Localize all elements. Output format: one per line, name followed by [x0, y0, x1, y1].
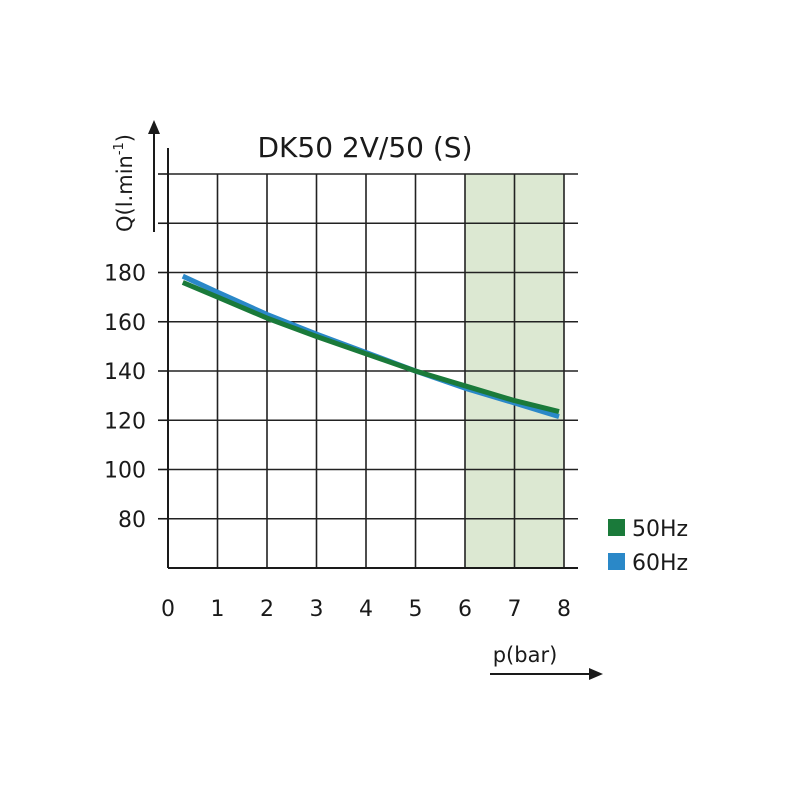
y-tick-label-120: 120	[104, 409, 146, 434]
x-tick-label-1: 1	[211, 597, 225, 622]
x-tick-label-7: 7	[508, 597, 522, 622]
legend-swatch-50hz	[608, 519, 625, 536]
y-tick-label-80: 80	[118, 508, 146, 533]
x-axis-label: p(bar)	[493, 643, 558, 667]
series-line-50hz	[181, 280, 560, 415]
legend-label-50hz: 50Hz	[632, 517, 688, 542]
x-tick-label-3: 3	[310, 597, 324, 622]
x-tick-label-4: 4	[359, 597, 373, 622]
x-tick-label-8: 8	[557, 597, 571, 622]
y-tick-label-100: 100	[104, 459, 146, 484]
svg-text:Q(l.min-1): Q(l.min-1)	[112, 134, 137, 232]
legend: 50Hz 60Hz	[608, 517, 688, 576]
grid	[158, 148, 578, 569]
y-tick-label-160: 160	[104, 311, 146, 336]
tick-labels: 0 1 2 3 4 5 6 7 8 80 100 120 140 160 180	[104, 262, 571, 623]
series-lines	[181, 273, 560, 419]
y-tick-label-140: 140	[104, 360, 146, 385]
y-axis-label: Q(l.min-1)	[112, 134, 137, 232]
y-axis-arrow-head	[148, 120, 160, 134]
x-tick-label-0: 0	[161, 597, 175, 622]
x-tick-label-6: 6	[458, 597, 472, 622]
x-tick-label-5: 5	[409, 597, 423, 622]
x-tick-label-2: 2	[260, 597, 274, 622]
y-tick-label-180: 180	[104, 262, 146, 287]
y-axis-label-main: Q(l.min	[113, 155, 137, 232]
chart-title: DK50 2V/50 (S)	[257, 131, 472, 164]
legend-swatch-60hz	[608, 553, 625, 570]
x-axis-arrow-head	[589, 668, 603, 680]
legend-label-60hz: 60Hz	[632, 551, 688, 576]
y-axis-label-superscript: -1	[112, 142, 127, 155]
y-axis-label-close: )	[113, 134, 137, 142]
